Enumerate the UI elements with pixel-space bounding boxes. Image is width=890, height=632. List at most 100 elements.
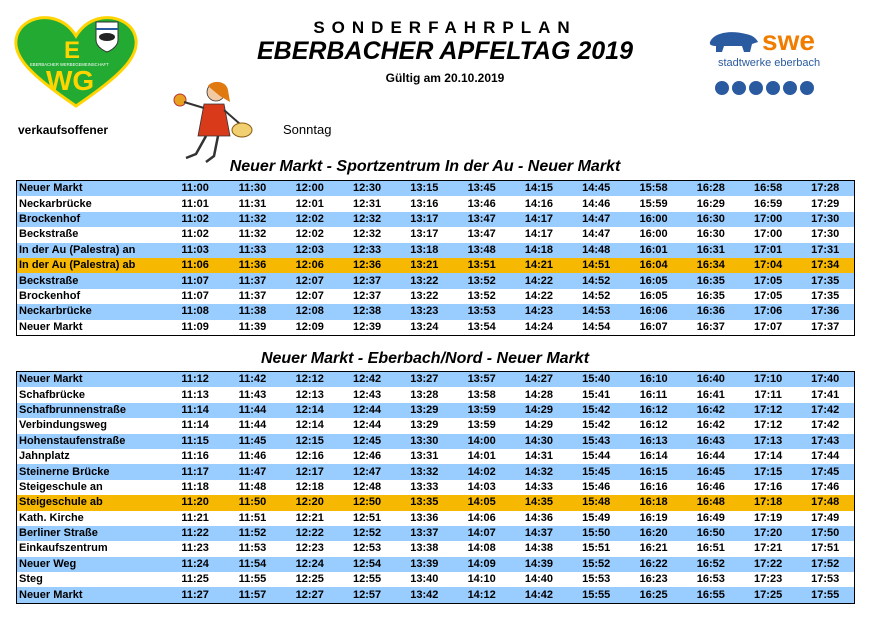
departure-time: 16:21 [624, 541, 683, 557]
departure-time: 17:37 [796, 319, 855, 336]
departure-time: 14:45 [567, 180, 625, 197]
departure-time: 16:14 [624, 448, 683, 465]
departure-time: 14:10 [452, 572, 511, 588]
departure-time: 17:04 [739, 257, 797, 274]
departure-time: 12:47 [338, 464, 396, 480]
departure-time: 11:37 [223, 288, 282, 305]
departure-time: 12:24 [281, 556, 339, 573]
departure-time: 17:35 [796, 288, 855, 305]
departure-time: 17:23 [739, 572, 797, 588]
stop-name: Brockenhof [16, 288, 167, 305]
departure-time: 11:18 [166, 479, 224, 496]
departure-time: 12:46 [338, 448, 396, 465]
service-icon-4 [766, 81, 780, 95]
timetable-row: Brockenhof 11:07 11:37 12:07 12:37 13:22 13:52… [16, 288, 855, 305]
departure-time: 12:53 [338, 541, 396, 557]
departure-time: 14:24 [510, 319, 568, 336]
timetable-row: In der Au (Palestra) an 11:03 11:33 12:03 12… [16, 242, 855, 258]
departure-time: 17:44 [796, 448, 855, 465]
stop-name: Neuer Markt [16, 587, 167, 604]
departure-time: 17:20 [739, 525, 797, 542]
stop-name: In der Au (Palestra) an [16, 242, 167, 258]
swe-brand-text: swe [762, 25, 815, 56]
departure-time: 14:51 [567, 257, 625, 274]
departure-time: 11:36 [223, 257, 282, 274]
departure-time: 12:16 [281, 448, 339, 465]
departure-time: 14:22 [510, 273, 568, 289]
departure-time: 14:47 [567, 227, 625, 243]
timetable-row: Schafbrunnenstraße 11:14 11:44 12:14 12:44 13… [16, 402, 855, 419]
departure-time: 13:53 [452, 304, 511, 320]
departure-time: 13:52 [452, 288, 511, 305]
departure-time: 11:30 [223, 180, 282, 197]
route2-timetable: Neuer Markt 11:12 11:42 12:12 12:42 13:27 13:5… [16, 371, 855, 604]
departure-time: 16:05 [624, 273, 683, 289]
departure-time: 17:10 [739, 371, 797, 388]
departure-time: 14:54 [567, 319, 625, 336]
stop-name: Steigeschule ab [16, 495, 167, 511]
departure-time: 11:38 [223, 304, 282, 320]
departure-time: 14:17 [510, 227, 568, 243]
departure-time: 11:03 [166, 242, 224, 258]
departure-time: 12:37 [338, 273, 396, 289]
departure-time: 15:59 [624, 196, 683, 212]
departure-time: 17:14 [739, 448, 797, 465]
departure-time: 17:12 [739, 418, 797, 434]
departure-time: 11:52 [223, 525, 282, 542]
departure-time: 11:51 [223, 510, 282, 526]
stop-name: In der Au (Palestra) ab [16, 257, 167, 274]
departure-time: 16:46 [682, 479, 740, 496]
departure-time: 16:01 [624, 242, 683, 258]
departure-time: 13:32 [395, 464, 453, 480]
departure-time: 11:01 [166, 196, 224, 212]
departure-time: 14:39 [510, 556, 568, 573]
timetable-row: Neckarbrücke 11:08 11:38 12:08 12:38 13:23 13:… [16, 304, 855, 320]
departure-time: 13:59 [452, 418, 511, 434]
departure-time: 16:49 [682, 510, 740, 526]
departure-time: 14:32 [510, 464, 568, 480]
departure-time: 14:01 [452, 448, 511, 465]
departure-time: 14:21 [510, 257, 568, 274]
departure-time: 11:25 [166, 572, 224, 588]
departure-time: 17:46 [796, 479, 855, 496]
stop-name: Neuer Markt [16, 180, 167, 197]
departure-time: 16:00 [624, 211, 683, 228]
departure-time: 16:37 [682, 319, 740, 336]
timetable-row: Kath. Kirche 11:21 11:51 12:21 12:51 13:36 14:… [16, 510, 855, 526]
departure-time: 16:30 [682, 227, 740, 243]
departure-time: 16:58 [739, 180, 797, 197]
departure-time: 12:06 [281, 257, 339, 274]
departure-time: 14:02 [452, 464, 511, 480]
departure-time: 17:30 [796, 227, 855, 243]
departure-time: 16:44 [682, 448, 740, 465]
departure-time: 13:52 [452, 273, 511, 289]
departure-time: 12:57 [338, 587, 396, 604]
departure-time: 16:52 [682, 556, 740, 573]
departure-time: 12:44 [338, 402, 396, 419]
timetable-row: In der Au (Palestra) ab 11:06 11:36 12:06 12… [16, 257, 855, 274]
departure-time: 11:21 [166, 510, 224, 526]
departure-time: 11:12 [166, 371, 224, 388]
departure-time: 11:02 [166, 211, 224, 228]
departure-time: 16:11 [624, 387, 683, 403]
departure-time: 11:14 [166, 418, 224, 434]
departure-time: 15:41 [567, 387, 625, 403]
departure-time: 17:07 [739, 319, 797, 336]
departure-time: 11:17 [166, 464, 224, 480]
departure-time: 11:15 [166, 433, 224, 449]
departure-time: 11:39 [223, 319, 282, 336]
departure-time: 11:32 [223, 211, 282, 228]
departure-time: 17:41 [796, 387, 855, 403]
stop-name: Neuer Markt [16, 371, 167, 388]
timetable-row: Neuer Markt 11:00 11:30 12:00 12:30 13:15 13:4… [16, 180, 855, 197]
swe-sub-text: stadtwerke eberbach [718, 57, 820, 69]
departure-time: 12:07 [281, 273, 339, 289]
departure-time: 16:42 [682, 402, 740, 419]
departure-time: 14:52 [567, 273, 625, 289]
departure-time: 12:01 [281, 196, 339, 212]
timetable-row: Steigeschule an 11:18 11:48 12:18 12:48 13:33… [16, 479, 855, 496]
departure-time: 13:15 [395, 180, 453, 197]
route1-timetable: Neuer Markt 11:00 11:30 12:00 12:30 13:15 13:4… [16, 180, 855, 336]
departure-time: 14:37 [510, 525, 568, 542]
departure-time: 12:38 [338, 304, 396, 320]
